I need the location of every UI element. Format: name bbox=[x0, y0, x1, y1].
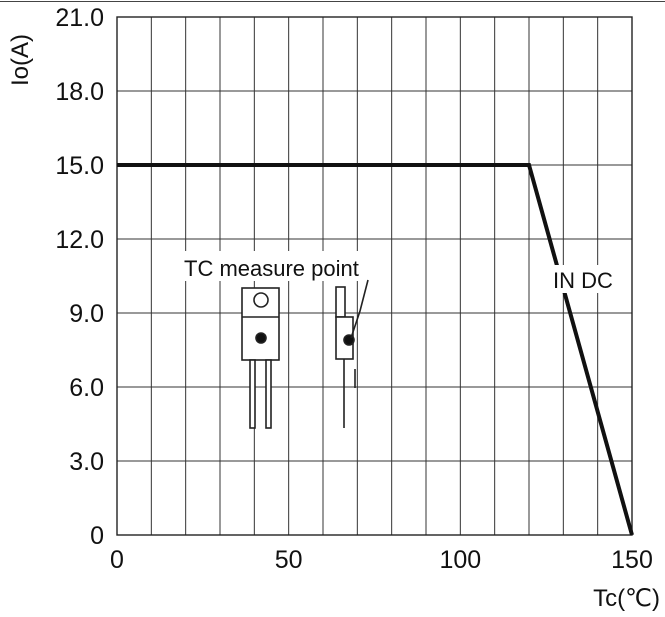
x-axis-label: Tc(℃) bbox=[593, 585, 660, 612]
grid bbox=[117, 17, 632, 535]
derating-curve bbox=[117, 163, 634, 536]
y-tick-label: 12.0 bbox=[55, 226, 104, 254]
y-tick-label: 21.0 bbox=[55, 4, 104, 32]
package-front-view-icon bbox=[241, 287, 280, 429]
axes bbox=[116, 16, 633, 536]
plot-frame bbox=[116, 16, 633, 536]
y-tick-label: 9.0 bbox=[69, 300, 104, 328]
y-tick-label: 3.0 bbox=[69, 448, 104, 476]
tc-measure-point-label: TC measure point bbox=[184, 256, 359, 281]
x-tick-label: 50 bbox=[275, 546, 303, 574]
y-tick-labels: 0 3.0 6.0 9.0 12.0 15.0 18.0 21.0 bbox=[55, 4, 104, 550]
in-dc-annotation: IN DC bbox=[552, 265, 616, 293]
y-axis-label: Io(A) bbox=[7, 34, 34, 86]
tc-measure-point-annotation: TC measure point bbox=[181, 251, 371, 429]
x-tick-labels: 0 50 100 150 bbox=[110, 546, 653, 574]
x-tick-label: 100 bbox=[439, 546, 481, 574]
x-tick-label: 150 bbox=[611, 546, 653, 574]
y-tick-label: 18.0 bbox=[55, 78, 104, 106]
y-tick-label: 0 bbox=[90, 522, 104, 550]
y-tick-label: 15.0 bbox=[55, 152, 104, 180]
package-side-view-icon bbox=[335, 279, 369, 428]
x-tick-label: 0 bbox=[110, 546, 124, 574]
y-tick-label: 6.0 bbox=[69, 374, 104, 402]
in-dc-label: IN DC bbox=[553, 268, 613, 293]
